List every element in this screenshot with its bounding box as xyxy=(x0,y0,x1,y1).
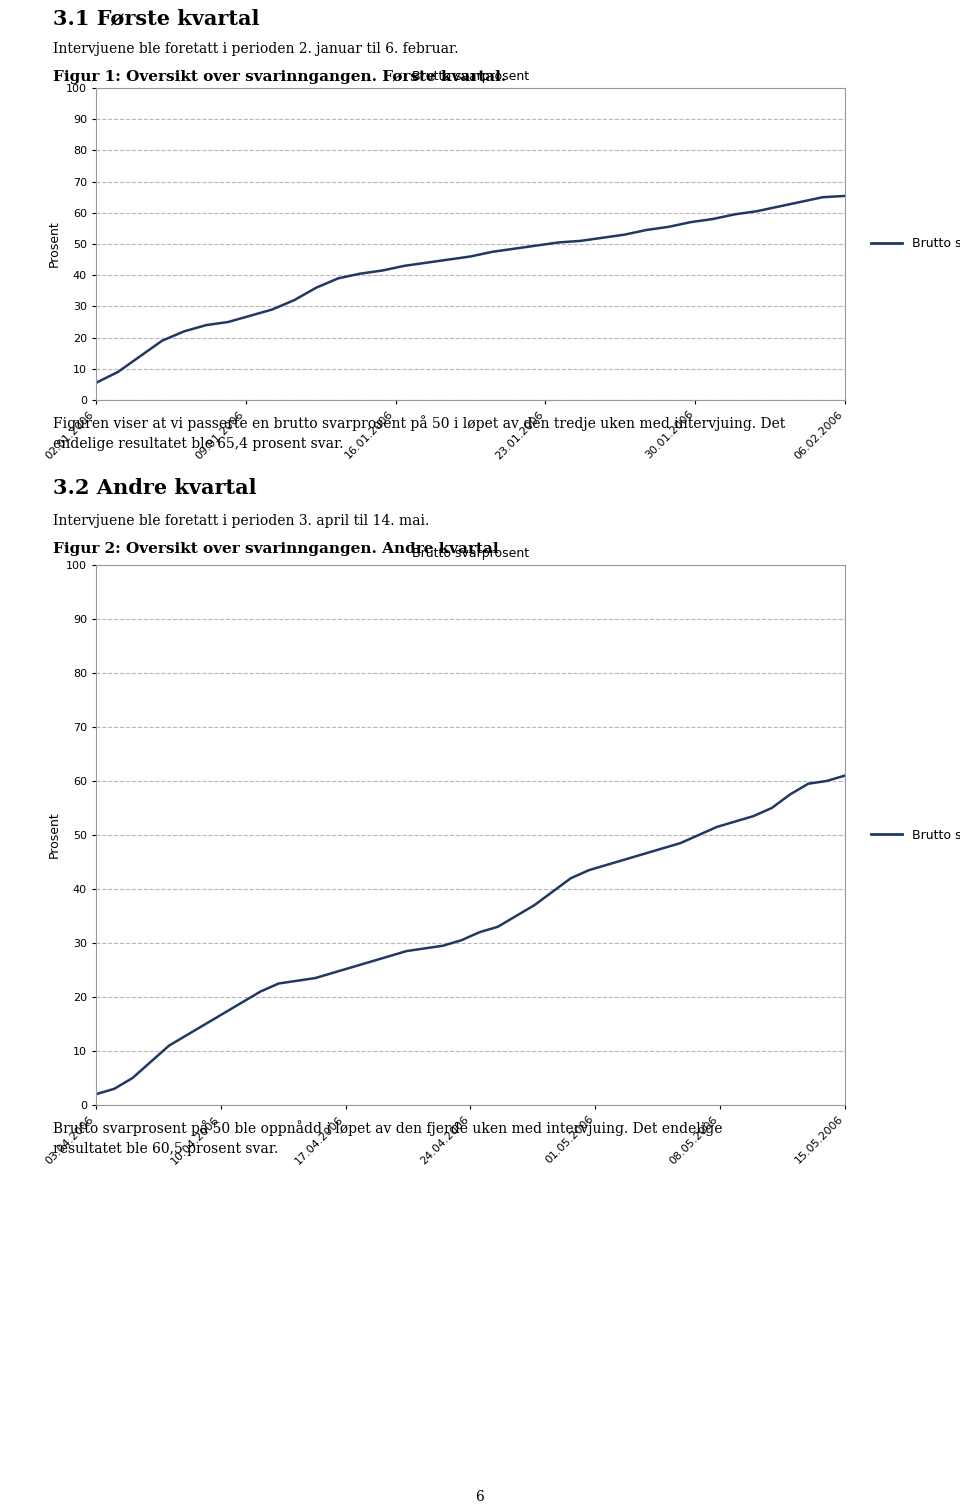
Text: resultatet ble 60,5 prosent svar.: resultatet ble 60,5 prosent svar. xyxy=(53,1142,278,1156)
Text: Figuren viser at vi passerte en brutto svarprosent på 50 i løpet av den tredje u: Figuren viser at vi passerte en brutto s… xyxy=(53,416,785,431)
Text: 3.1 Første kvartal: 3.1 Første kvartal xyxy=(53,8,259,29)
Text: endelige resultatet ble 65,4 prosent svar.: endelige resultatet ble 65,4 prosent sva… xyxy=(53,437,344,450)
Text: Intervjuene ble foretatt i perioden 3. april til 14. mai.: Intervjuene ble foretatt i perioden 3. a… xyxy=(53,514,429,527)
Text: Figur 2: Oversikt over svarinngangen. Andre kvartal: Figur 2: Oversikt over svarinngangen. An… xyxy=(53,542,498,556)
Text: Figur 1: Oversikt over svarinngangen. Første kvartal.: Figur 1: Oversikt over svarinngangen. Fø… xyxy=(53,70,506,85)
Legend: Brutto svarprosent: Brutto svarprosent xyxy=(866,823,960,846)
Y-axis label: Prosent: Prosent xyxy=(47,811,60,858)
Legend: Brutto svarprosent: Brutto svarprosent xyxy=(866,233,960,255)
Title: Brutto svarprosent: Brutto svarprosent xyxy=(412,547,529,559)
Text: Intervjuene ble foretatt i perioden 2. januar til 6. februar.: Intervjuene ble foretatt i perioden 2. j… xyxy=(53,42,458,56)
Text: 6: 6 xyxy=(475,1490,485,1503)
Text: Brutto svarprosent på 50 ble oppnådd i løpet av den fjerde uken med intervjuing.: Brutto svarprosent på 50 ble oppnådd i l… xyxy=(53,1120,722,1136)
Text: 3.2 Andre kvartal: 3.2 Andre kvartal xyxy=(53,477,256,499)
Y-axis label: Prosent: Prosent xyxy=(47,221,60,267)
Title: Brutto svarprosent: Brutto svarprosent xyxy=(412,70,529,83)
